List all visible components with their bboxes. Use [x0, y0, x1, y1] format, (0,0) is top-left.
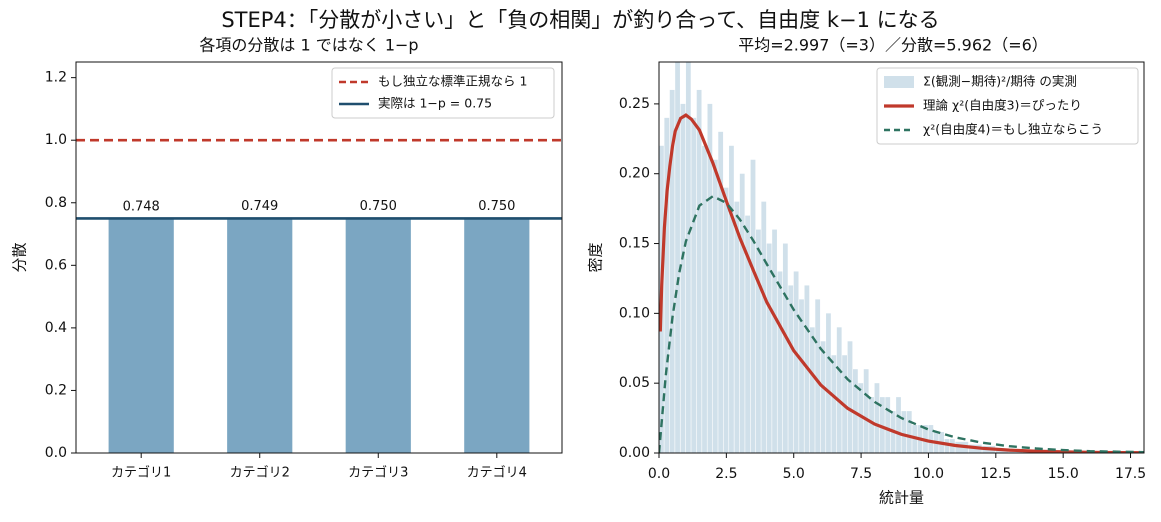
- y-tick-label: 0.0: [45, 445, 67, 461]
- bar-カテゴリ1: [108, 219, 174, 453]
- histogram-bar: [680, 103, 686, 453]
- histogram-bar: [685, 62, 691, 453]
- histogram-bar: [831, 355, 837, 453]
- histogram-bar: [858, 383, 864, 453]
- histogram-bar: [874, 383, 880, 453]
- histogram-bar: [750, 159, 756, 453]
- x-tick-label: カテゴリ4: [467, 465, 527, 481]
- histogram-bar: [772, 229, 777, 453]
- histogram-bar: [815, 299, 821, 453]
- histogram-bar: [863, 369, 869, 453]
- histogram-bar: [734, 201, 740, 453]
- x-tick-label: 5.0: [783, 466, 805, 482]
- x-tick-label: 17.5: [1115, 466, 1146, 482]
- histogram-bar: [664, 117, 670, 453]
- histogram-bar: [718, 131, 724, 453]
- histogram-bar: [793, 271, 799, 453]
- histogram-bar: [766, 243, 772, 453]
- y-tick-label: 0.20: [619, 166, 650, 182]
- histogram-bar: [745, 215, 751, 453]
- histogram-bar: [906, 411, 912, 453]
- legend: [331, 67, 555, 119]
- legend-label: もし独立な標準正規なら 1: [378, 74, 527, 89]
- bar-カテゴリ2: [227, 218, 293, 453]
- y-tick-label: 0.05: [619, 375, 650, 391]
- legend-label: 理論 χ²(自由度3)＝ぴったり: [923, 98, 1082, 113]
- figure-title: STEP4：「分散が小さい」と「負の相関」が釣り合って、自由度 k−1 になる: [221, 8, 940, 32]
- y-tick-label: 0.4: [45, 320, 67, 336]
- y-axis-label: 密度: [587, 242, 605, 272]
- bar-カテゴリ3: [345, 218, 411, 453]
- bar-value-label: 0.748: [123, 200, 160, 215]
- bar-カテゴリ4: [464, 218, 530, 453]
- legend-hist-swatch: [884, 76, 914, 88]
- histogram-bar: [669, 89, 675, 453]
- y-tick-label: 0.8: [45, 195, 67, 211]
- x-tick-label: 2.5: [715, 466, 737, 482]
- histogram-bar: [799, 299, 804, 453]
- y-tick-label: 0.6: [45, 257, 67, 273]
- y-tick-label: 0.15: [619, 236, 650, 252]
- plot-area: [659, 62, 1144, 453]
- histogram-bar: [729, 145, 734, 453]
- chi2-df3-curve: [659, 113, 1144, 453]
- bar-chart-title: 各項の分散は 1 ではなく 1−p: [199, 36, 418, 55]
- histogram-bar: [782, 243, 788, 453]
- x-axis-label: 統計量: [879, 489, 924, 507]
- x-tick-label: 12.5: [980, 466, 1011, 482]
- histogram-bar: [696, 89, 702, 453]
- histogram-bar: [691, 117, 697, 453]
- plot-frame: [658, 61, 1145, 454]
- x-tick-label: 0.0: [648, 466, 670, 482]
- x-tick-label: カテゴリ1: [111, 465, 171, 481]
- bar-value-label: 0.749: [241, 199, 278, 214]
- histogram-bar: [885, 397, 891, 453]
- histogram-bar: [879, 397, 885, 453]
- histogram-bar: [712, 159, 718, 453]
- x-tick-label: カテゴリ2: [230, 465, 290, 481]
- chi2-df4-curve: [659, 194, 1144, 453]
- x-tick-label: カテゴリ3: [348, 465, 408, 481]
- histogram-bar: [826, 313, 831, 453]
- histogram-bar: [820, 341, 826, 453]
- histogram-bar: [901, 411, 907, 453]
- histogram-bar: [702, 145, 707, 453]
- histogram-bar: [869, 397, 874, 453]
- histogram-bar: [675, 62, 680, 453]
- bar-value-label: 0.750: [478, 199, 515, 214]
- y-tick-label: 0.25: [619, 96, 650, 112]
- histogram-bar: [809, 327, 815, 453]
- histogram-bar: [761, 201, 767, 453]
- plot-frame: [75, 61, 563, 454]
- y-tick-label: 0.10: [619, 305, 650, 321]
- x-tick-label: 7.5: [850, 466, 872, 482]
- histogram-bar: [836, 327, 842, 453]
- histogram-bar: [707, 103, 713, 453]
- histogram-bar: [756, 229, 761, 453]
- histogram-bar: [788, 285, 794, 453]
- histogram-bar: [739, 173, 745, 453]
- legend-label: χ²(自由度4)＝もし独立ならこう: [923, 122, 1103, 137]
- y-tick-label: 0.2: [45, 382, 67, 398]
- histogram-bar: [944, 439, 950, 453]
- y-tick-label: 1.0: [45, 132, 67, 148]
- bar-value-label: 0.750: [360, 199, 397, 214]
- x-tick-label: 15.0: [1048, 466, 1079, 482]
- density-chart-title: 平均=2.997（=3）／分散=5.962（=6）: [738, 36, 1048, 55]
- histogram-bar: [777, 271, 783, 453]
- legend-label: Σ(観測−期待)²/期待 の実測: [923, 74, 1077, 89]
- legend: [876, 67, 1139, 145]
- histogram-bar: [928, 425, 934, 453]
- legend-label: 実際は 1−p = 0.75: [378, 96, 492, 111]
- y-tick-label: 1.2: [45, 70, 67, 86]
- histogram-bar: [847, 341, 853, 453]
- y-axis-label: 分散: [11, 242, 29, 272]
- histogram-bar: [896, 397, 901, 453]
- y-tick-label: 0.00: [619, 445, 650, 461]
- histogram-bar: [723, 187, 729, 453]
- x-tick-label: 10.0: [913, 466, 944, 482]
